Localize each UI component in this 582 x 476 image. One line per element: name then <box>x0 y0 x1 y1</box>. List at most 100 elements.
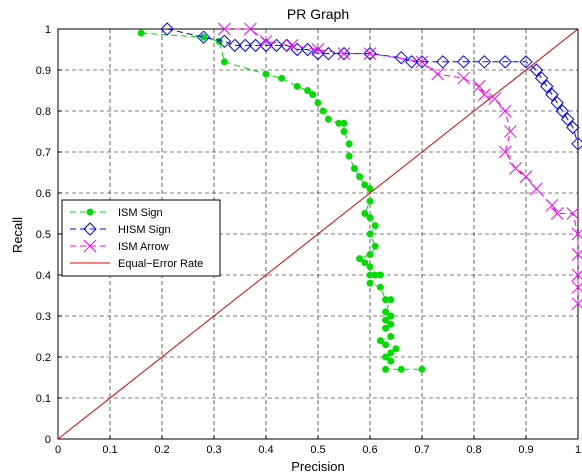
y-tick-label: 0 <box>45 434 51 446</box>
data-point-ism-arrow <box>571 268 582 282</box>
data-point-ism-sign <box>137 29 145 37</box>
data-point-ism-sign <box>340 119 348 127</box>
data-point-hism-sign <box>534 71 549 85</box>
data-point-ism-sign <box>387 349 395 357</box>
data-point-ism-sign <box>319 107 327 115</box>
data-point-ism-sign <box>418 365 426 373</box>
data-point-ism-arrow <box>519 170 533 183</box>
data-point-ism-arrow <box>545 198 559 212</box>
data-point-ism-arrow <box>504 125 517 138</box>
data-point-ism-sign <box>376 337 384 345</box>
data-point-ism-arrow <box>571 227 582 241</box>
data-point-ism-sign <box>387 357 395 365</box>
y-tick-label: 0.8 <box>36 106 51 118</box>
data-point-ism-sign <box>366 185 374 193</box>
x-tick-label: 0.8 <box>466 444 481 456</box>
x-tick-label: 0.4 <box>258 444 273 456</box>
legend-label-hism-sign: HISM Sign <box>118 224 171 236</box>
x-tick-label: 0.6 <box>362 444 377 456</box>
data-point-hism-sign <box>196 30 211 44</box>
data-point-hism-sign <box>545 87 559 102</box>
data-point-ism-sign <box>350 164 358 172</box>
data-point-hism-sign <box>519 55 533 69</box>
data-point-ism-sign <box>356 255 364 263</box>
data-point-ism-arrow <box>415 55 429 69</box>
data-point-ism-sign <box>387 320 395 328</box>
data-point-ism-sign <box>376 283 384 291</box>
series-layer <box>57 22 582 440</box>
data-point-hism-sign <box>160 22 174 36</box>
data-point-hism-sign <box>280 38 294 53</box>
data-point-ism-sign <box>382 324 390 332</box>
data-point-hism-sign <box>436 55 450 69</box>
data-point-ism-sign <box>220 58 228 66</box>
data-point-ism-sign <box>345 152 353 160</box>
data-point-hism-sign <box>498 55 512 69</box>
data-point-hism-sign <box>560 112 575 126</box>
y-tick-label: 0.2 <box>36 352 51 364</box>
data-point-ism-sign <box>366 263 374 271</box>
x-tick-label: 0.3 <box>206 444 221 456</box>
data-point-hism-sign <box>550 96 564 110</box>
data-point-hism-sign <box>238 38 252 53</box>
data-point-ism-arrow <box>550 207 564 220</box>
data-point-ism-arrow <box>218 22 231 36</box>
y-axis-label: Recall <box>10 217 25 253</box>
data-point-ism-sign <box>293 82 301 90</box>
data-point-ism-sign <box>304 87 312 94</box>
data-point-hism-sign <box>529 63 544 77</box>
data-point-ism-arrow <box>571 248 582 261</box>
data-point-ism-sign <box>340 128 348 135</box>
data-point-ism-sign <box>366 214 374 222</box>
data-point-ism-arrow <box>498 104 512 118</box>
data-point-ism-sign <box>397 365 405 373</box>
x-tick-label: 0 <box>55 444 61 456</box>
data-point-ism-sign <box>366 230 374 238</box>
legend-marker-ism-sign <box>86 208 94 216</box>
data-point-ism-arrow <box>530 182 543 196</box>
data-point-ism-arrow <box>457 71 470 85</box>
data-point-ism-sign <box>382 308 390 316</box>
data-point-ism-sign <box>382 341 390 349</box>
data-point-ism-arrow <box>488 92 502 106</box>
data-point-ism-arrow <box>431 67 444 81</box>
series-line-hism-sign <box>167 28 579 144</box>
data-point-hism-sign <box>571 137 582 151</box>
data-point-ism-sign <box>376 271 384 279</box>
data-point-ism-sign <box>356 173 364 181</box>
data-point-ism-arrow <box>571 280 582 294</box>
data-point-ism-sign <box>371 242 379 250</box>
data-point-ism-arrow <box>259 34 273 48</box>
x-tick-label: 1 <box>575 444 581 456</box>
y-tick-label: 0.4 <box>36 270 51 282</box>
data-point-hism-sign <box>228 38 242 53</box>
data-point-ism-arrow <box>571 297 582 311</box>
legend-label-equal-error-rate: Equal−Error Rate <box>118 258 203 270</box>
data-point-hism-sign <box>337 46 351 61</box>
data-point-ism-sign <box>361 259 369 267</box>
data-point-ism-sign <box>309 91 317 99</box>
data-point-hism-sign <box>248 38 263 53</box>
x-tick-label: 0.5 <box>310 444 325 456</box>
series-ism-arrow <box>218 22 582 311</box>
data-point-ism-arrow <box>472 80 486 93</box>
data-point-hism-sign <box>290 42 304 57</box>
data-point-hism-sign <box>456 55 471 69</box>
data-point-ism-arrow <box>244 22 257 36</box>
data-point-hism-sign <box>394 50 408 65</box>
data-point-ism-sign <box>371 222 379 230</box>
y-tick-label: 0.1 <box>36 393 51 405</box>
x-tick-label: 0.2 <box>154 444 169 456</box>
legend-marker-ism-arrow <box>83 239 97 253</box>
data-point-ism-arrow <box>285 39 299 52</box>
data-point-hism-sign <box>555 104 570 118</box>
data-point-ism-sign <box>387 312 395 320</box>
data-point-hism-sign <box>311 46 325 61</box>
data-point-hism-sign <box>259 38 273 53</box>
legend-label-ism-sign: ISM Sign <box>118 207 163 219</box>
series-ism-sign <box>137 29 426 373</box>
data-point-hism-sign <box>217 34 232 49</box>
y-tick-label: 0.7 <box>36 147 51 159</box>
data-point-ism-arrow <box>478 88 491 101</box>
